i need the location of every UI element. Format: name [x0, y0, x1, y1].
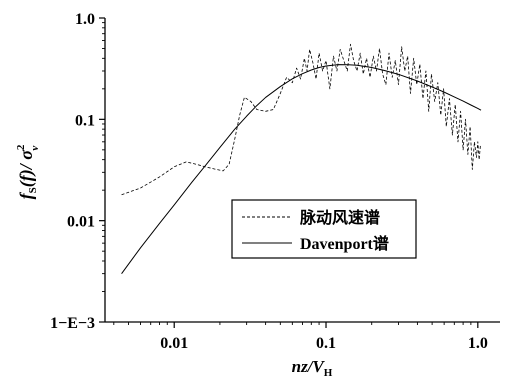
y-axis-title: fS(f)/ σ2 v: [15, 144, 41, 199]
y-tick-label-1: 0.1: [75, 112, 95, 129]
series-group: [121, 43, 482, 274]
axes-frame: [104, 18, 500, 323]
y-axis-title-sup: 2: [15, 144, 27, 150]
y-tick-label-0: 1.0: [75, 11, 95, 28]
ticks-group: 0.01 0.1 1.0 1.0 0.1 0.01 1−E−3: [50, 11, 488, 352]
x-tick-label-1: 0.1: [316, 335, 336, 352]
x-tick-label-0: 0.01: [160, 335, 188, 352]
series-fluctuating-wind-spectrum: [121, 43, 481, 196]
y-axis-title-f: f: [16, 191, 36, 199]
y-tick-label-3: 1−E−3: [50, 315, 95, 332]
legend-box: [231, 199, 417, 259]
x-tick-label-2: 1.0: [468, 335, 488, 352]
y-axis-title-body: (f)/ σ: [16, 149, 37, 187]
y-tick-label-2: 0.01: [67, 214, 95, 231]
legend-label-fluctuating: 脉动风速谱: [299, 208, 380, 227]
legend-label-davenport: Davenport谱: [300, 234, 389, 253]
x-axis-title-sub: H: [324, 367, 333, 376]
y-axis-title-sub-s: S: [27, 187, 39, 193]
legend: 脉动风速谱 Davenport谱: [231, 199, 417, 259]
series-davenport-spectrum: [121, 64, 482, 274]
y-axis-title-sub-v: v: [29, 146, 41, 151]
x-axis-title-main: nz/V: [292, 357, 326, 376]
x-axis-title: nz/VH: [292, 357, 333, 376]
